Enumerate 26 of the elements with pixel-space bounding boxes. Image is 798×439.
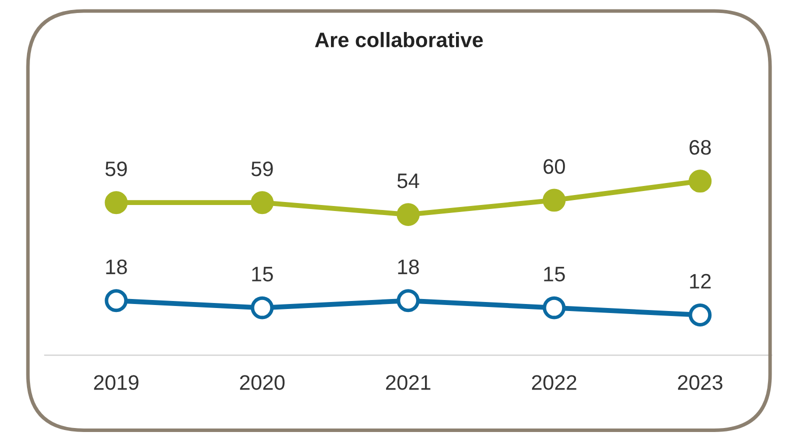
x-tick-label: 2023: [678, 375, 722, 390]
data-label: 54: [397, 174, 420, 188]
point: [396, 289, 420, 312]
data-label: 18: [398, 260, 419, 274]
data-label: 59: [105, 162, 127, 176]
data-label: 15: [544, 266, 565, 282]
data-label: 59: [251, 162, 273, 176]
x-tick-label: 2020: [240, 375, 285, 390]
x-tick-label: 2021: [386, 375, 430, 390]
data-label: 68: [690, 140, 711, 155]
data-label: 12: [690, 274, 711, 288]
data-label: 60: [544, 159, 565, 174]
point: [104, 289, 128, 312]
point: [542, 296, 566, 320]
point: [104, 191, 128, 214]
point: [688, 304, 712, 326]
x-tick-label: 2019: [94, 375, 138, 390]
point: [396, 203, 420, 226]
x-tick-label: 2022: [532, 375, 576, 390]
point: [250, 191, 274, 214]
point: [542, 188, 566, 212]
chart-title: Are collaborative: [315, 32, 483, 48]
point: [688, 170, 712, 193]
point: [250, 296, 274, 320]
data-label: 15: [252, 266, 273, 282]
data-label: 18: [106, 260, 127, 274]
